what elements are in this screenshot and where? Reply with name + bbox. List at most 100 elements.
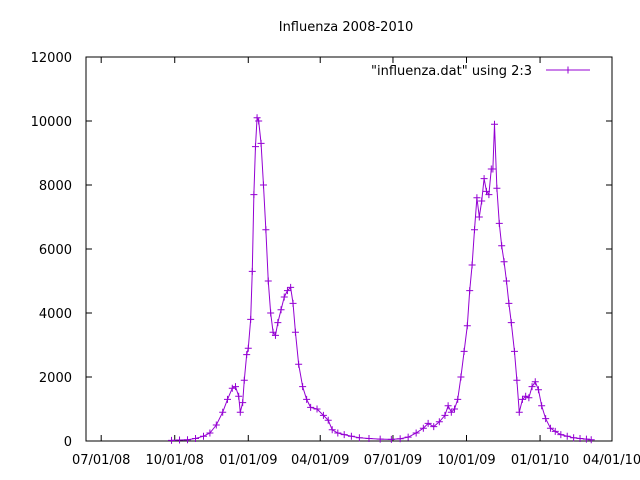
data-point <box>219 408 227 416</box>
y-tick-label: 6000 <box>39 243 72 258</box>
data-point <box>457 373 465 381</box>
data-point <box>319 411 327 419</box>
data-point <box>454 395 462 403</box>
data-point <box>231 383 239 391</box>
data-point <box>244 344 252 352</box>
data-point <box>430 423 438 431</box>
data-point <box>478 197 486 205</box>
data-point <box>257 139 265 147</box>
x-tick-label: 04/01/09 <box>291 453 349 468</box>
data-point <box>513 376 521 384</box>
data-point <box>264 277 272 285</box>
data-point <box>531 378 539 386</box>
x-tick-label: 10/01/08 <box>146 453 204 468</box>
x-tick-label: 01/01/09 <box>219 453 277 468</box>
data-point <box>463 322 471 330</box>
data-point <box>253 114 261 122</box>
data-point <box>328 426 336 434</box>
data-point <box>404 433 412 441</box>
data-point <box>355 434 363 442</box>
data-point <box>184 436 192 444</box>
y-tick-label: 2000 <box>39 371 72 386</box>
legend-marker <box>564 66 572 74</box>
data-point <box>274 319 282 327</box>
y-tick-label: 4000 <box>39 307 72 322</box>
data-point <box>313 405 321 413</box>
data-point <box>468 261 476 269</box>
data-point <box>396 435 404 443</box>
data-point <box>192 434 200 442</box>
y-tick-label: 10000 <box>31 115 72 130</box>
data-point <box>490 120 498 128</box>
legend: "influenza.dat" using 2:3 <box>371 64 590 79</box>
data-point <box>510 347 518 355</box>
data-point <box>287 283 295 291</box>
data-point <box>435 418 443 426</box>
data-point <box>485 191 493 199</box>
data-point <box>212 421 220 429</box>
data-point <box>447 408 455 416</box>
data-point <box>247 315 255 323</box>
x-tick-label: 10/01/09 <box>437 453 495 468</box>
data-point <box>223 395 231 403</box>
data-point <box>277 306 285 314</box>
data-point <box>582 435 590 443</box>
data-point <box>551 427 559 435</box>
data-point <box>289 299 297 307</box>
x-tick-label: 01/01/10 <box>511 453 569 468</box>
data-point <box>307 403 315 411</box>
data-point <box>471 226 479 234</box>
legend-label: "influenza.dat" using 2:3 <box>371 64 532 79</box>
data-point <box>538 402 546 410</box>
data-point <box>303 395 311 403</box>
data-point <box>525 394 533 402</box>
x-axis: 07/01/08 10/01/08 01/01/09 04/01/09 07/01/09… <box>72 57 640 468</box>
data-point <box>495 219 503 227</box>
data-point <box>267 309 275 317</box>
data-point <box>542 415 550 423</box>
data-point <box>419 424 427 432</box>
data-point <box>528 383 536 391</box>
data-point <box>248 267 256 275</box>
data-point <box>200 432 208 440</box>
data-point <box>239 399 247 407</box>
data-point <box>441 411 449 419</box>
data-point <box>376 435 384 443</box>
data-point <box>259 181 267 189</box>
data-point <box>557 431 565 439</box>
data-point <box>240 376 248 384</box>
data-point <box>546 424 554 432</box>
data-point <box>493 184 501 192</box>
data-point <box>228 384 236 392</box>
data-point <box>365 434 373 442</box>
data-point <box>515 408 523 416</box>
data-point <box>489 165 497 173</box>
data-point <box>236 408 244 416</box>
data-point <box>587 436 595 444</box>
data-point <box>451 405 459 413</box>
data-point <box>475 213 483 221</box>
data-point <box>563 432 571 440</box>
y-axis: 0 2000 4000 6000 8000 10000 12000 <box>31 51 612 450</box>
data-point <box>518 395 526 403</box>
data-point <box>262 226 270 234</box>
y-tick-label: 12000 <box>31 51 72 66</box>
x-tick-label: 07/01/09 <box>364 453 422 468</box>
data-point <box>295 360 303 368</box>
data-point <box>176 436 184 444</box>
data-point <box>534 386 542 394</box>
data-point <box>283 287 291 295</box>
plot-frame <box>85 56 613 442</box>
data-point <box>507 319 515 327</box>
data-point <box>280 293 288 301</box>
data-point <box>498 242 506 250</box>
data-point <box>502 277 510 285</box>
data-point <box>291 328 299 336</box>
data-point <box>522 392 530 400</box>
data-point <box>235 392 243 400</box>
data-point <box>444 402 452 410</box>
data-point <box>206 429 214 437</box>
data-point <box>299 383 307 391</box>
data-point <box>570 434 578 442</box>
